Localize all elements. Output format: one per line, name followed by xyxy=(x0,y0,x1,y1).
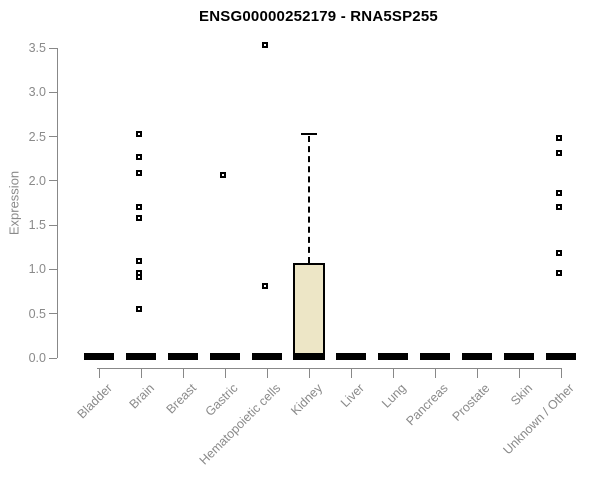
box xyxy=(293,263,325,358)
x-tick-mark xyxy=(351,368,352,378)
y-tick-mark xyxy=(49,224,57,226)
x-category-label: Pancreas xyxy=(403,381,451,429)
y-axis-line xyxy=(57,48,58,358)
box-median-bar xyxy=(252,353,282,360)
x-category-label: Brain xyxy=(126,381,157,412)
x-tick-mark xyxy=(99,368,100,378)
box-median-bar xyxy=(293,353,325,360)
y-tick-mark xyxy=(49,47,57,49)
y-tick-label: 1.0 xyxy=(28,262,46,277)
x-category-label: Kidney xyxy=(287,381,325,418)
outlier-point xyxy=(556,190,562,196)
outlier-point xyxy=(136,274,142,280)
outlier-point xyxy=(556,270,562,276)
outlier-point xyxy=(262,42,268,48)
box-median-bar xyxy=(462,353,492,360)
x-tick-mark xyxy=(519,368,520,378)
outlier-point xyxy=(136,215,142,221)
y-tick-label: 0.0 xyxy=(28,351,46,365)
box-median-bar xyxy=(378,353,408,360)
x-tick-mark xyxy=(309,368,310,378)
box-median-bar xyxy=(210,353,240,360)
x-tick-mark xyxy=(477,368,478,378)
x-axis-line xyxy=(97,368,562,369)
whisker xyxy=(308,135,310,264)
chart-title: ENSG00000252179 - RNA5SP255 xyxy=(199,8,438,25)
box-median-bar xyxy=(504,353,534,360)
outlier-point xyxy=(136,131,142,137)
x-category-label: Lung xyxy=(379,381,409,411)
y-tick-mark xyxy=(49,313,57,315)
x-category-label: Liver xyxy=(337,381,367,411)
box-median-bar xyxy=(336,353,366,360)
y-tick-label: 2.0 xyxy=(28,173,46,188)
x-category-label: Prostate xyxy=(450,381,493,424)
x-tick-mark xyxy=(225,368,226,378)
x-tick-mark xyxy=(561,368,562,378)
x-tick-mark xyxy=(267,368,268,378)
x-tick-mark xyxy=(393,368,394,378)
x-tick-mark xyxy=(183,368,184,378)
x-category-label: Hematopoietic cells xyxy=(196,381,283,468)
outlier-point xyxy=(136,204,142,210)
box-median-bar xyxy=(420,353,450,360)
box-median-bar xyxy=(546,353,576,360)
box-median-bar xyxy=(126,353,156,360)
box-median-bar xyxy=(168,353,198,360)
y-tick-mark xyxy=(49,91,57,93)
x-category-label: Skin xyxy=(507,381,535,409)
y-tick-mark xyxy=(49,357,57,359)
outlier-point xyxy=(220,172,226,178)
outlier-point xyxy=(262,283,268,289)
x-tick-mark xyxy=(435,368,436,378)
outlier-point xyxy=(136,154,142,160)
x-tick-mark xyxy=(141,368,142,378)
y-tick-mark xyxy=(49,268,57,270)
outlier-point xyxy=(556,135,562,141)
outlier-point xyxy=(556,250,562,256)
x-category-label: Bladder xyxy=(74,381,115,422)
whisker-cap xyxy=(301,132,317,135)
y-tick-mark xyxy=(49,136,57,138)
y-tick-label: 0.5 xyxy=(28,306,46,321)
y-tick-label: 2.5 xyxy=(28,129,46,144)
x-category-label: Breast xyxy=(163,381,199,417)
y-tick-label: 1.5 xyxy=(28,218,46,233)
y-tick-label: 3.5 xyxy=(28,41,46,55)
outlier-point xyxy=(136,170,142,176)
outlier-point xyxy=(556,204,562,210)
y-tick-label: 3.0 xyxy=(28,85,46,100)
outlier-point xyxy=(136,306,142,312)
y-tick-mark xyxy=(49,180,57,182)
x-category-label: Gastric xyxy=(203,381,241,419)
box-median-bar xyxy=(84,353,114,360)
outlier-point xyxy=(136,258,142,264)
outlier-point xyxy=(556,150,562,156)
